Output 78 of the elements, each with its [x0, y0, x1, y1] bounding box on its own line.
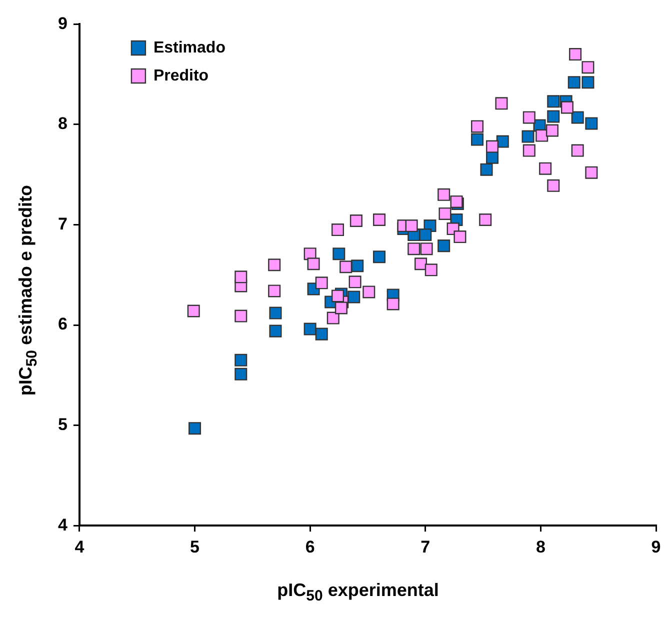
point — [331, 290, 344, 302]
point — [547, 95, 560, 108]
point — [568, 76, 580, 89]
point — [438, 207, 452, 220]
point — [315, 328, 328, 340]
point — [331, 224, 344, 236]
point — [471, 120, 484, 133]
y-tick-label: 9 — [58, 14, 68, 33]
point — [234, 354, 248, 366]
point — [585, 117, 598, 130]
point — [582, 61, 594, 74]
point — [486, 140, 499, 153]
y-tick-label: 7 — [58, 214, 68, 234]
point — [496, 135, 509, 148]
point — [234, 368, 248, 380]
point — [438, 240, 450, 252]
x-tick-label: 5 — [190, 537, 200, 556]
point — [326, 312, 340, 324]
x-axis-title: pIC$_{50}$ experimental — [276, 580, 440, 605]
point — [571, 111, 584, 124]
x-tick-label: 6 — [305, 537, 315, 556]
point — [522, 111, 536, 124]
point — [269, 324, 282, 338]
point — [362, 286, 376, 298]
point — [234, 310, 248, 322]
point — [438, 188, 450, 201]
point — [373, 250, 386, 264]
point — [351, 260, 364, 272]
point — [539, 162, 552, 175]
y-tick-label: 6 — [58, 314, 68, 334]
y-tick-label: 4 — [58, 515, 68, 534]
y-tick-label: 8 — [58, 114, 68, 134]
point — [571, 144, 584, 157]
point — [373, 213, 386, 226]
point — [187, 304, 200, 318]
point — [419, 228, 432, 242]
point — [547, 110, 560, 123]
point — [424, 264, 438, 276]
point — [420, 242, 433, 256]
y-tick-label: 5 — [58, 415, 68, 434]
point — [268, 258, 281, 272]
point — [386, 298, 400, 310]
point — [585, 166, 598, 179]
point — [188, 422, 202, 435]
point — [348, 290, 360, 304]
point — [340, 260, 352, 274]
point — [307, 258, 320, 270]
point — [479, 213, 492, 226]
legend-label: Estimado — [153, 39, 226, 56]
point — [334, 302, 348, 314]
point — [547, 179, 560, 192]
point — [315, 276, 328, 290]
point — [522, 144, 536, 157]
point — [269, 306, 282, 320]
x-tick-label: 7 — [420, 537, 430, 556]
point — [522, 130, 534, 143]
point — [332, 248, 346, 260]
point — [454, 230, 466, 244]
point — [350, 214, 362, 228]
point — [348, 276, 362, 288]
point — [471, 133, 484, 146]
point — [546, 124, 558, 137]
point — [569, 48, 582, 61]
point — [304, 322, 316, 336]
point — [268, 284, 281, 298]
point — [495, 97, 508, 110]
point — [582, 76, 594, 89]
point — [414, 258, 428, 270]
x-tick-label: 9 — [651, 537, 661, 556]
point — [480, 163, 493, 176]
legend-label: Predito — [153, 67, 209, 84]
point — [536, 129, 548, 142]
point — [405, 220, 418, 232]
point — [408, 242, 420, 256]
x-tick-label: 8 — [536, 537, 546, 556]
x-tick-label: 4 — [74, 537, 85, 556]
point — [560, 101, 574, 114]
point — [234, 270, 248, 284]
